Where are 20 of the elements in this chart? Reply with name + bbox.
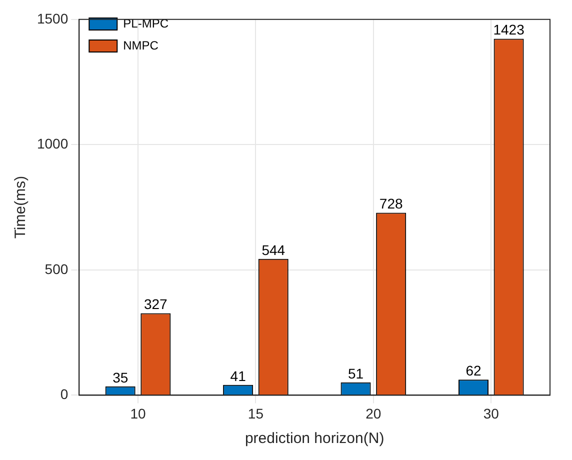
data-label: 51 — [348, 365, 364, 382]
y-tick-label: 1500 — [36, 10, 68, 26]
data-label: 544 — [262, 242, 286, 258]
data-label: 62 — [466, 362, 482, 379]
data-label: 41 — [230, 368, 246, 384]
x-axis-title: prediction horizon(N) — [244, 430, 384, 448]
data-label: 728 — [379, 196, 403, 212]
x-tick-label: 30 — [483, 405, 500, 422]
data-label: 35 — [112, 369, 128, 386]
y-tick-label: 500 — [44, 260, 68, 277]
data-label: 1423 — [493, 22, 525, 38]
y-tick-label: 0 — [60, 386, 68, 402]
data-label: 327 — [144, 296, 168, 312]
x-tick-label: 20 — [366, 405, 382, 422]
x-tick-label: 15 — [248, 405, 264, 422]
legend-label: PL-MPC — [123, 16, 169, 30]
legend-label: NMPC — [123, 38, 159, 52]
x-tick-label: 10 — [130, 405, 146, 422]
y-axis-title: Time(ms) — [12, 176, 30, 239]
y-tick-label: 1000 — [36, 136, 68, 152]
